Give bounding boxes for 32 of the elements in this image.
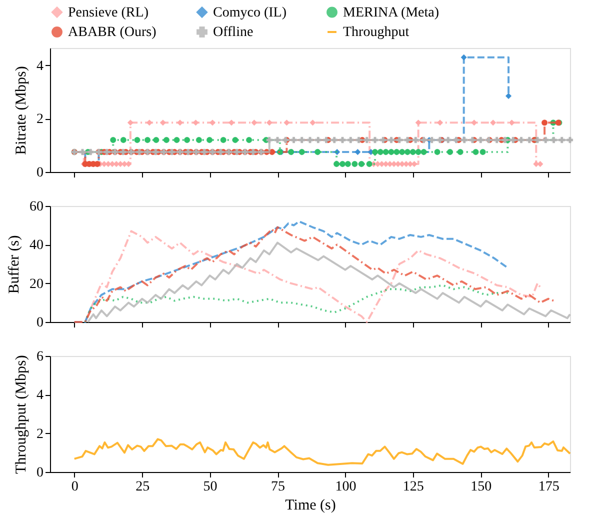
y-axis-title: Throughput (Mbps) bbox=[14, 355, 30, 474]
y-tick-label: 0 bbox=[36, 466, 44, 480]
y-tick-label: 40 bbox=[30, 238, 44, 254]
x-tick-label: 150 bbox=[470, 480, 492, 494]
line-series bbox=[84, 284, 509, 323]
legend-label: Throughput bbox=[343, 25, 410, 40]
x-tick-label: 175 bbox=[538, 480, 560, 494]
y-tick-label: 60 bbox=[30, 200, 44, 214]
legend-label: MERINA (Meta) bbox=[343, 5, 440, 20]
legend-label: Offline bbox=[213, 25, 254, 40]
line-series bbox=[73, 438, 571, 466]
y-tick-label: 6 bbox=[36, 350, 44, 364]
y-axis-title: Bitrate (Mbps) bbox=[14, 66, 30, 155]
y-tick-label: 0 bbox=[36, 316, 44, 330]
x-tick-label: 75 bbox=[271, 480, 285, 494]
x-tick-label: 25 bbox=[136, 480, 150, 494]
x-tick-label: 50 bbox=[203, 480, 218, 494]
x-axis-title: Time (s) bbox=[285, 498, 336, 514]
y-tick-label: 2 bbox=[36, 426, 44, 442]
legend-label: Pensieve (RL) bbox=[68, 5, 149, 20]
y-tick-label: 4 bbox=[36, 58, 44, 74]
y-tick-label: 2 bbox=[36, 112, 44, 128]
y-tick-label: 4 bbox=[36, 388, 44, 404]
x-tick-label: 0 bbox=[71, 480, 78, 494]
legend-label: ABABR (Ours) bbox=[68, 25, 157, 40]
x-tick-label: 100 bbox=[335, 480, 356, 494]
y-axis-title: Buffer (s) bbox=[6, 235, 22, 294]
line-series bbox=[86, 242, 571, 323]
y-tick-label: 0 bbox=[36, 166, 44, 180]
x-tick-label: 125 bbox=[402, 480, 424, 494]
y-tick-label: 20 bbox=[30, 276, 44, 292]
legend-label: Comyco (IL) bbox=[213, 5, 287, 20]
